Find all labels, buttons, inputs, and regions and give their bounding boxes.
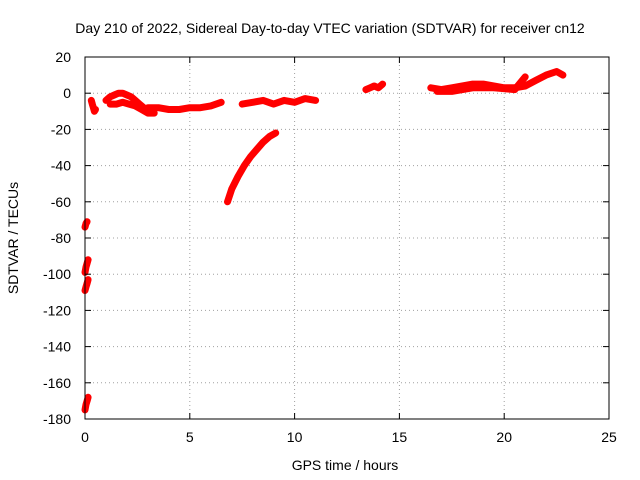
- x-tick-label: 0: [81, 429, 89, 445]
- data-point: [312, 97, 319, 104]
- chart-title: Day 210 of 2022, Sidereal Day-to-day VTE…: [75, 20, 585, 36]
- data-point: [270, 101, 277, 108]
- x-tick-label: 25: [601, 429, 617, 445]
- data-point: [532, 77, 539, 84]
- data-point: [218, 99, 225, 106]
- data-point: [111, 92, 118, 99]
- data-point: [107, 101, 114, 108]
- data-point: [448, 88, 455, 95]
- data-point: [138, 106, 145, 113]
- data-point: [224, 198, 231, 205]
- data-point: [249, 99, 256, 106]
- data-point: [247, 153, 254, 160]
- data-point: [89, 101, 96, 108]
- data-point: [427, 84, 434, 91]
- data-point: [165, 106, 172, 113]
- data-point: [291, 99, 298, 106]
- y-axis: -180 -160 -140 -120 -100 -80 -60 -40 -20 0 20: [43, 49, 609, 427]
- data-point: [375, 84, 382, 91]
- data-point: [272, 130, 279, 137]
- y-tick-label: -140: [43, 339, 71, 355]
- y-tick-label: -60: [51, 194, 71, 210]
- data-point: [176, 106, 183, 113]
- data-point: [102, 97, 109, 104]
- data-point: [367, 84, 374, 91]
- data-point: [144, 104, 151, 111]
- data-point: [88, 97, 95, 104]
- data-point: [281, 97, 288, 104]
- data-point: [85, 276, 92, 283]
- data-point: [522, 82, 529, 89]
- data-point: [197, 104, 204, 111]
- data-point: [362, 86, 369, 93]
- data-point: [260, 139, 267, 146]
- data-point: [241, 162, 248, 169]
- y-tick-label: -40: [51, 158, 71, 174]
- y-axis-label: SDTVAR / TECUs: [5, 182, 21, 294]
- y-tick-label: 0: [63, 85, 71, 101]
- data-point: [469, 84, 476, 91]
- x-axis: 0 5 10 15 20 25: [81, 57, 617, 445]
- y-tick-label: 20: [55, 49, 71, 65]
- data-point: [302, 95, 309, 102]
- data-point: [543, 72, 550, 79]
- data-point: [83, 263, 90, 270]
- data-point: [490, 84, 497, 91]
- data-point: [553, 68, 560, 75]
- data-point: [522, 73, 529, 80]
- x-tick-label: 20: [496, 429, 512, 445]
- data-point: [92, 106, 99, 113]
- series-line-seg-c: [224, 129, 280, 206]
- y-tick-label: -80: [51, 230, 71, 246]
- data-point: [132, 102, 139, 109]
- data-point: [123, 92, 130, 99]
- data-point: [371, 82, 378, 89]
- x-axis-label: GPS time / hours: [292, 457, 399, 473]
- data-point: [266, 133, 273, 140]
- data-point: [107, 93, 114, 100]
- y-tick-label: -180: [43, 411, 71, 427]
- y-tick-label: -120: [43, 302, 71, 318]
- data-point: [228, 186, 235, 193]
- data-point: [511, 86, 518, 93]
- data-point: [253, 146, 260, 153]
- grid-lines: [85, 57, 609, 419]
- data-point: [260, 97, 267, 104]
- y-tick-label: -160: [43, 375, 71, 391]
- data-point: [128, 93, 135, 100]
- data-point: [155, 104, 162, 111]
- x-tick-label: 5: [186, 429, 194, 445]
- data-point: [207, 102, 214, 109]
- data-point: [239, 101, 246, 108]
- data-point: [126, 101, 133, 108]
- x-tick-label: 10: [287, 429, 303, 445]
- data-point: [235, 173, 242, 180]
- data-point: [83, 401, 90, 408]
- data-point: [83, 283, 90, 290]
- data-point: [85, 394, 92, 401]
- data-point: [85, 256, 92, 263]
- data-point: [379, 81, 386, 88]
- data-point: [186, 104, 193, 111]
- data-points: [81, 68, 567, 414]
- data-point: [434, 88, 441, 95]
- data-point: [119, 99, 126, 106]
- data-point: [119, 90, 126, 97]
- y-tick-label: -100: [43, 266, 71, 282]
- data-point: [559, 72, 566, 79]
- y-tick-label: -20: [51, 121, 71, 137]
- data-point: [113, 101, 120, 108]
- x-tick-label: 15: [392, 429, 408, 445]
